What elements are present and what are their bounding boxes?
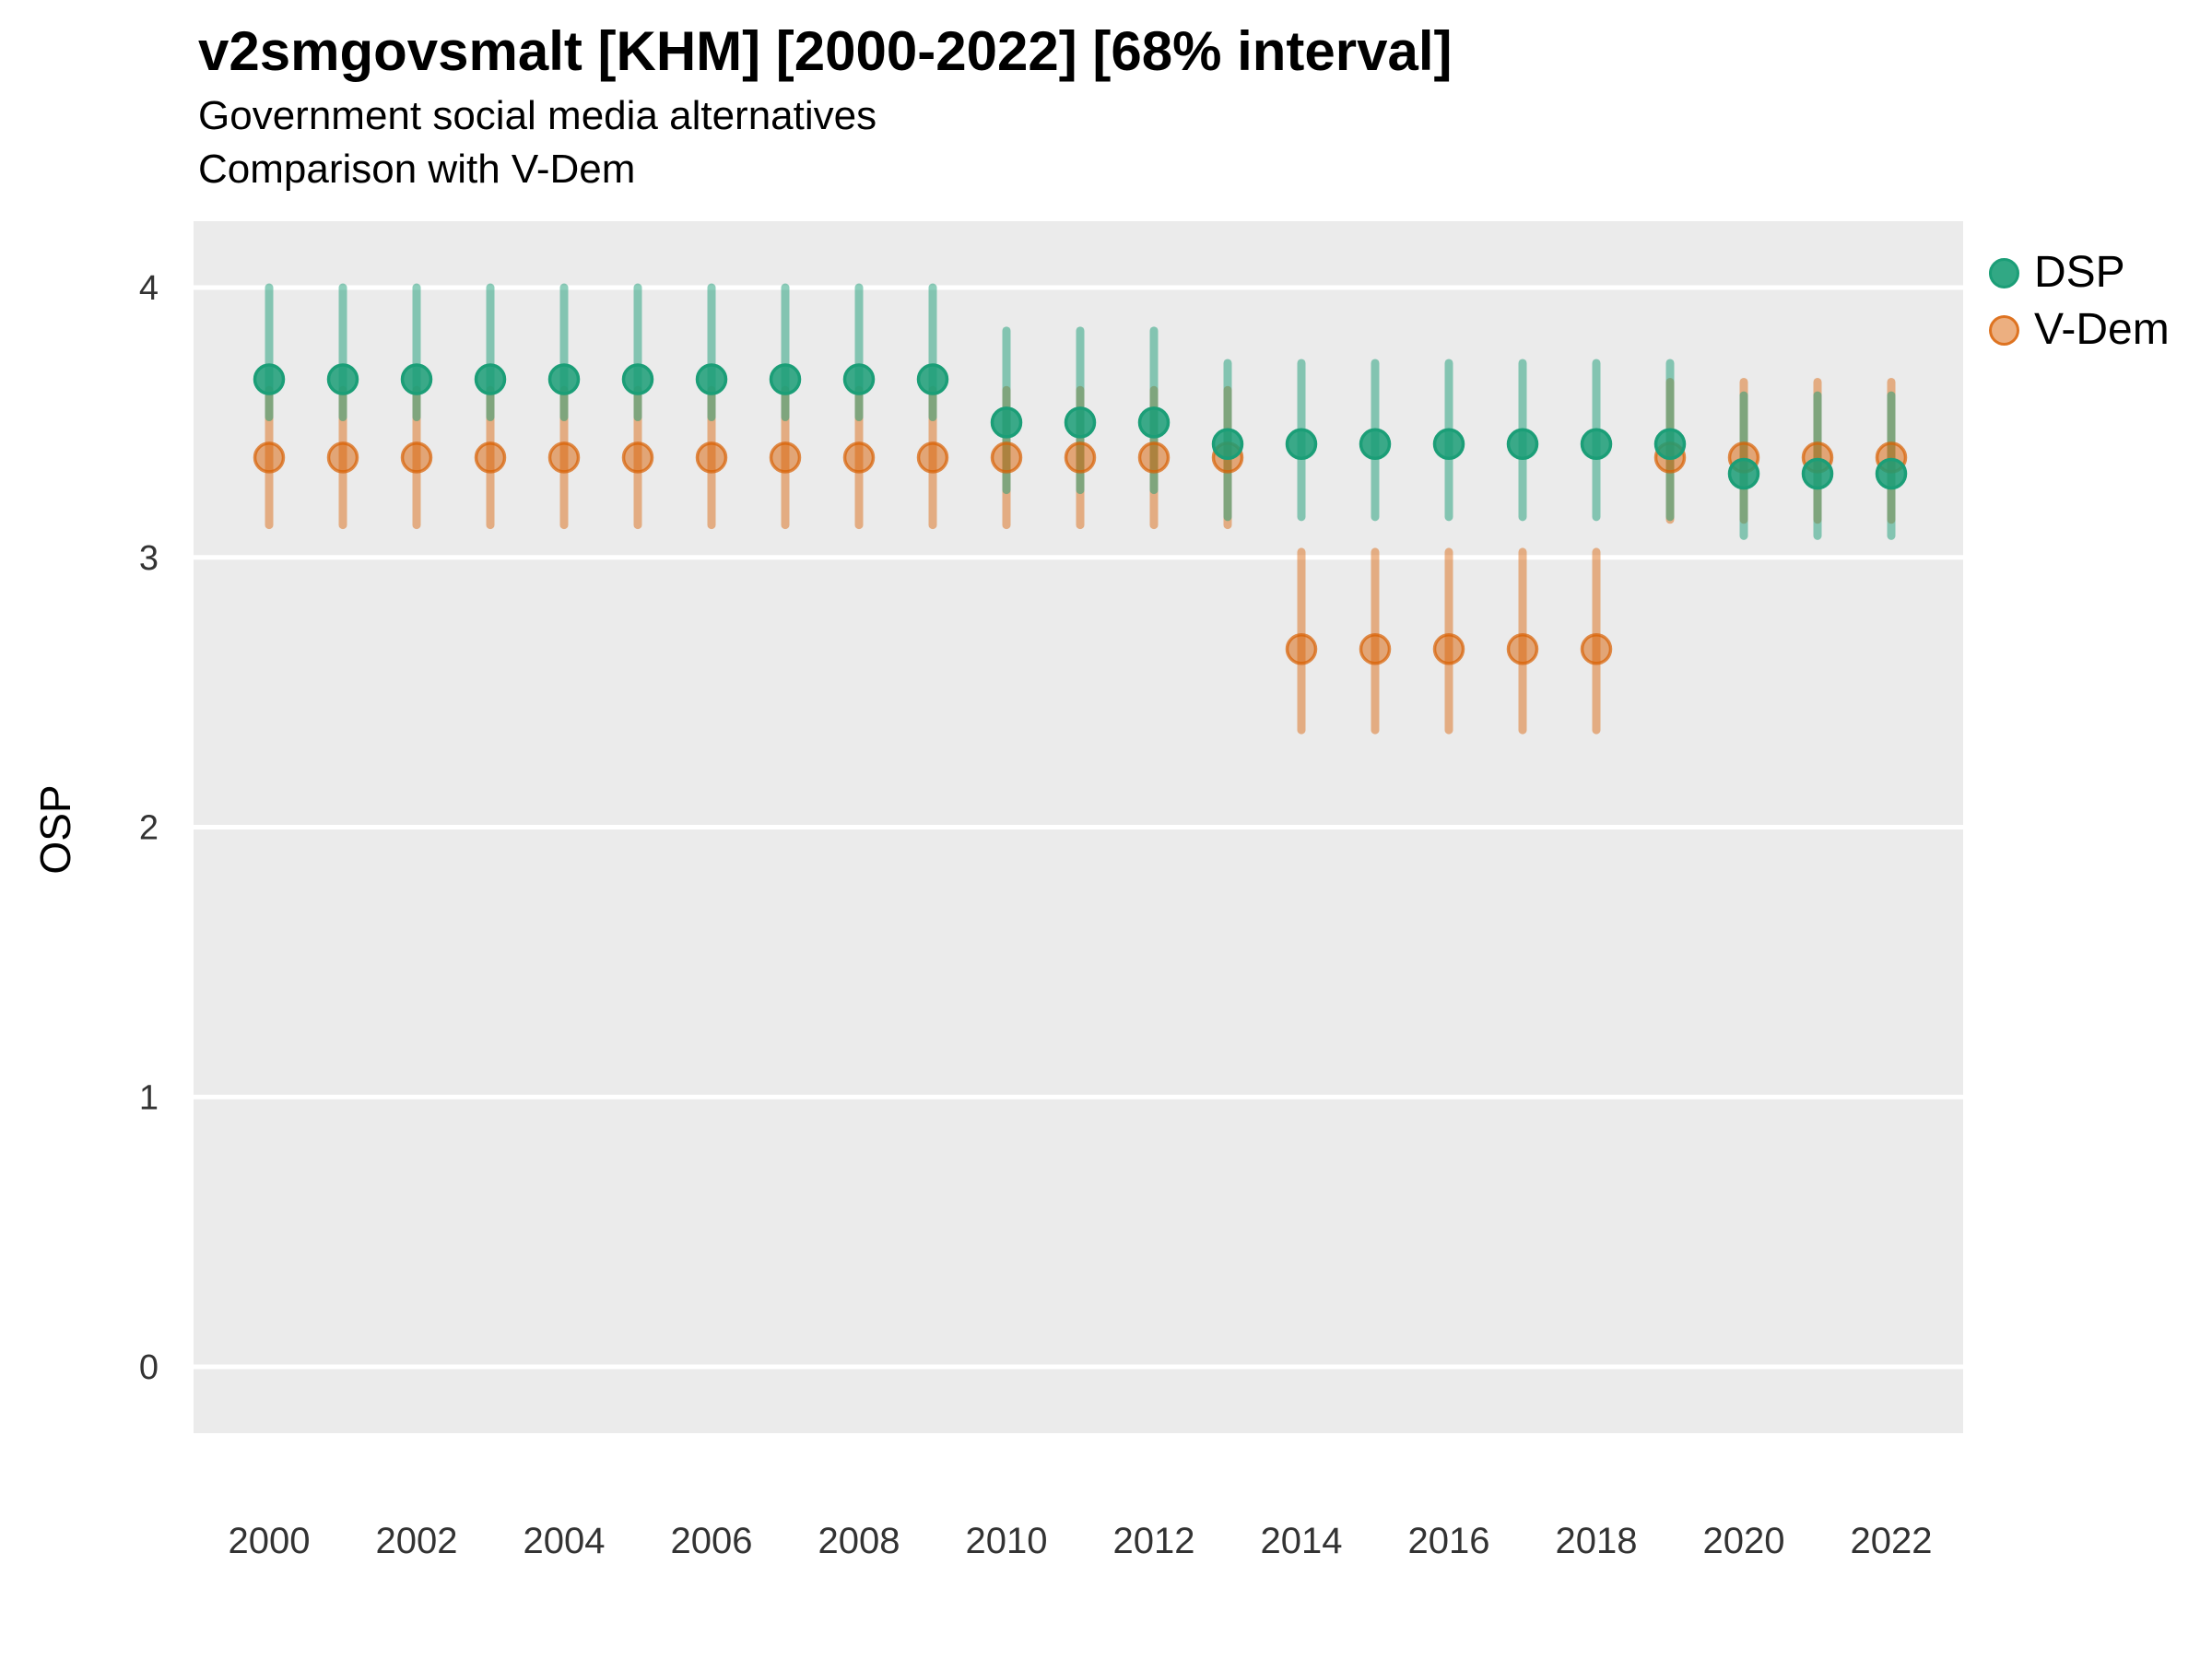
chart-subtitle-line1: Government social media alternatives [198,93,877,138]
dsp-point-2004 [547,363,581,395]
legend: DSP V-Dem [1989,251,2170,352]
legend-label-dsp: DSP [2034,248,2125,297]
dsp-point-2008 [842,363,876,395]
vdem-point-2008 [842,441,876,474]
dsp-point-2007 [769,363,802,395]
x-tick-2008: 2008 [818,1521,900,1561]
vdem-point-2009 [916,441,949,474]
dsp-legend-dot-icon [1989,257,2019,288]
legend-label-vdem: V-Dem [2034,305,2170,354]
vdem-point-2011 [1064,441,1097,474]
dsp-point-2014 [1285,428,1318,461]
dsp-point-2022 [1875,457,1908,490]
dsp-point-2001 [326,363,359,395]
dsp-point-2009 [916,363,949,395]
dsp-point-2012 [1137,406,1171,439]
dsp-point-2016 [1432,428,1465,461]
y-tick-1: 1 [139,1078,159,1117]
y-tick-0: 0 [139,1348,159,1387]
vdem-point-2003 [474,441,507,474]
x-tick-2018: 2018 [1556,1521,1638,1561]
x-tick-2014: 2014 [1261,1521,1343,1561]
vdem-point-2006 [695,441,728,474]
x-tick-2002: 2002 [376,1521,458,1561]
x-tick-2006: 2006 [671,1521,753,1561]
x-tick-2022: 2022 [1851,1521,1933,1561]
dsp-point-2019 [1653,428,1687,461]
dsp-point-2006 [695,363,728,395]
legend-item-dsp: DSP [1989,251,2170,295]
vdem-point-2017 [1506,633,1539,665]
x-tick-2004: 2004 [524,1521,606,1561]
y-axis-label: OSP [31,784,79,875]
dsp-point-2003 [474,363,507,395]
dsp-point-2017 [1506,428,1539,461]
chart-subtitle-line2: Comparison with V-Dem [198,147,636,192]
dsp-point-2015 [1359,428,1392,461]
vdem-point-2001 [326,441,359,474]
vdem-point-2000 [253,441,286,474]
x-tick-2000: 2000 [229,1521,311,1561]
x-tick-2012: 2012 [1113,1521,1195,1561]
vdem-point-2010 [990,441,1023,474]
dsp-point-2010 [990,406,1023,439]
dsp-point-2021 [1801,457,1834,490]
dsp-point-2005 [621,363,654,395]
vdem-point-2016 [1432,633,1465,665]
vdem-point-2015 [1359,633,1392,665]
dsp-point-2020 [1727,457,1760,490]
x-tick-2020: 2020 [1703,1521,1785,1561]
vdem-point-2005 [621,441,654,474]
y-tick-2: 2 [139,809,159,848]
vdem-legend-dot-icon [1989,314,2019,346]
dsp-point-2013 [1211,428,1244,461]
page-title: v2smgovsmalt [KHM] [2000-2022] [68% inte… [198,20,1453,82]
dsp-point-2018 [1580,428,1613,461]
vdem-point-2002 [400,441,433,474]
x-tick-2010: 2010 [966,1521,1048,1561]
legend-item-vdem: V-Dem [1989,308,2170,352]
vdem-point-2007 [769,441,802,474]
vdem-point-2004 [547,441,581,474]
vdem-point-2018 [1580,633,1613,665]
dsp-point-2002 [400,363,433,395]
dsp-point-2011 [1064,406,1097,439]
vdem-point-2012 [1137,441,1171,474]
vdem-point-2014 [1285,633,1318,665]
x-tick-2016: 2016 [1408,1521,1490,1561]
dsp-point-2000 [253,363,286,395]
y-tick-4: 4 [139,269,159,308]
y-tick-3: 3 [139,539,159,578]
